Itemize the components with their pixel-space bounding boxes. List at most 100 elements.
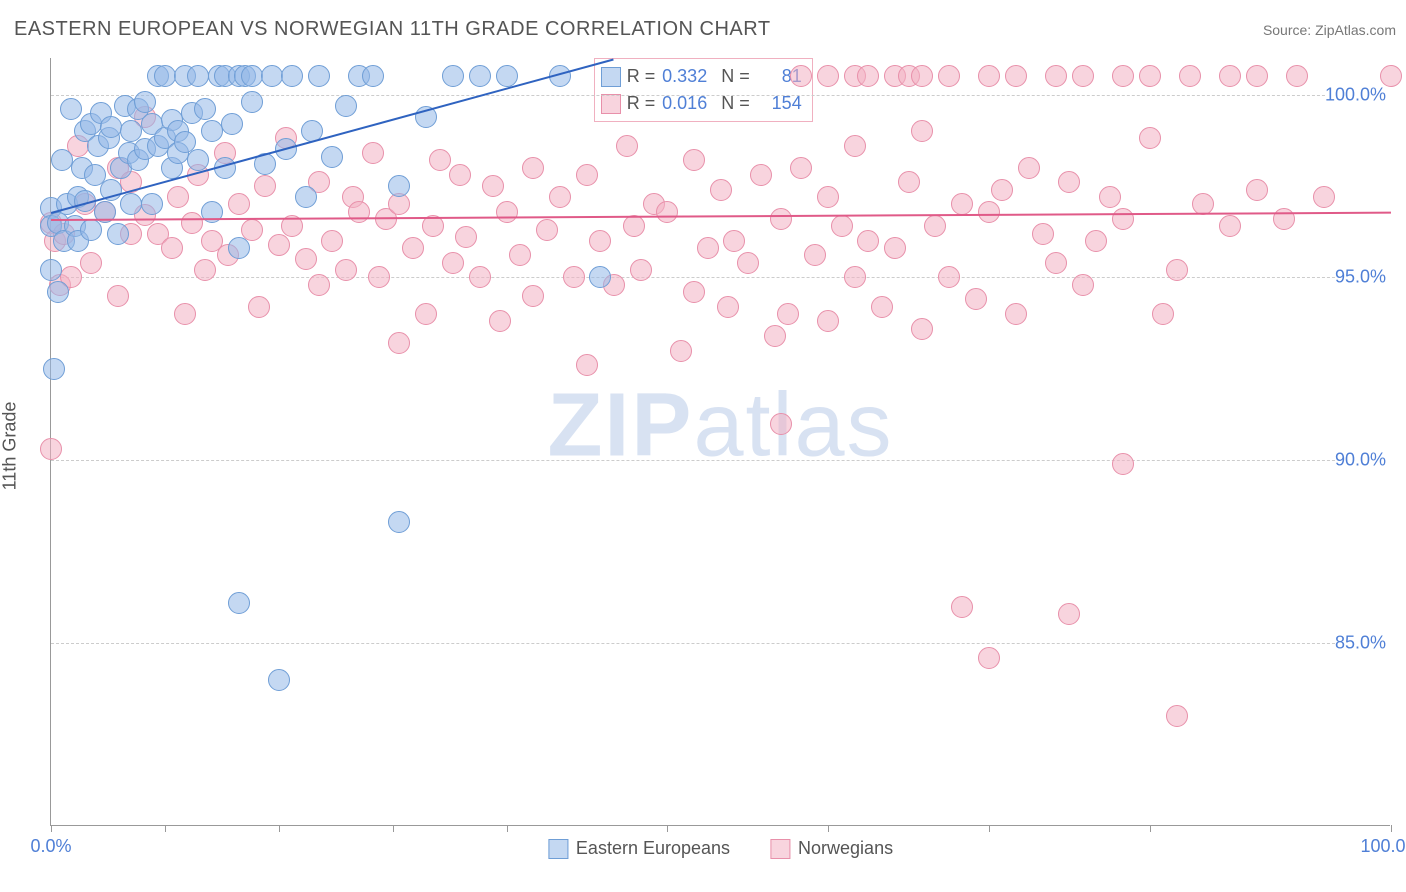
scatter-point: [697, 237, 719, 259]
scatter-point: [308, 274, 330, 296]
scatter-point: [1112, 208, 1134, 230]
y-tick-label: 100.0%: [1325, 84, 1392, 105]
scatter-point: [241, 91, 263, 113]
scatter-point: [790, 65, 812, 87]
legend: Eastern EuropeansNorwegians: [548, 838, 893, 859]
scatter-point: [670, 340, 692, 362]
scatter-point: [1139, 127, 1161, 149]
scatter-point: [563, 266, 585, 288]
scatter-point: [951, 596, 973, 618]
scatter-point: [1219, 65, 1241, 87]
scatter-plot-area: ZIPatlas R =0.332N =81R =0.016N =154 Eas…: [50, 58, 1390, 826]
scatter-point: [268, 669, 290, 691]
chart-header: EASTERN EUROPEAN VS NORWEGIAN 11TH GRADE…: [14, 18, 1396, 41]
scatter-point: [576, 354, 598, 376]
scatter-point: [623, 215, 645, 237]
scatter-point: [489, 310, 511, 332]
scatter-point: [80, 219, 102, 241]
scatter-point: [1313, 186, 1335, 208]
scatter-point: [308, 65, 330, 87]
stats-n-label: N =: [721, 63, 750, 90]
x-tick: [1150, 825, 1151, 832]
scatter-point: [1072, 274, 1094, 296]
scatter-point: [1166, 259, 1188, 281]
x-tick: [667, 825, 668, 832]
scatter-point: [335, 95, 357, 117]
scatter-point: [154, 65, 176, 87]
scatter-point: [228, 193, 250, 215]
y-tick-label: 85.0%: [1335, 633, 1392, 654]
legend-swatch: [548, 839, 568, 859]
scatter-point: [107, 285, 129, 307]
scatter-point: [978, 647, 1000, 669]
scatter-point: [1112, 453, 1134, 475]
scatter-point: [107, 223, 129, 245]
scatter-point: [911, 120, 933, 142]
scatter-point: [871, 296, 893, 318]
scatter-point: [924, 215, 946, 237]
x-tick: [828, 825, 829, 832]
scatter-point: [938, 266, 960, 288]
scatter-point: [790, 157, 812, 179]
legend-item: Eastern Europeans: [548, 838, 730, 859]
x-tick: [393, 825, 394, 832]
scatter-point: [201, 120, 223, 142]
scatter-point: [388, 175, 410, 197]
y-tick-label: 90.0%: [1335, 450, 1392, 471]
x-tick-label: 0.0%: [30, 836, 71, 857]
scatter-point: [161, 237, 183, 259]
scatter-point: [174, 303, 196, 325]
scatter-point: [1139, 65, 1161, 87]
scatter-point: [710, 179, 732, 201]
legend-swatch: [770, 839, 790, 859]
scatter-point: [844, 266, 866, 288]
scatter-point: [978, 65, 1000, 87]
gridline-h: [51, 643, 1390, 644]
scatter-point: [683, 149, 705, 171]
scatter-point: [187, 65, 209, 87]
series-swatch: [601, 94, 621, 114]
scatter-point: [536, 219, 558, 241]
scatter-point: [295, 186, 317, 208]
scatter-point: [1152, 303, 1174, 325]
scatter-point: [844, 135, 866, 157]
scatter-point: [938, 65, 960, 87]
scatter-point: [40, 259, 62, 281]
scatter-point: [576, 164, 598, 186]
scatter-point: [1045, 65, 1067, 87]
scatter-point: [884, 237, 906, 259]
scatter-point: [181, 212, 203, 234]
x-tick: [1391, 825, 1392, 832]
scatter-point: [991, 179, 1013, 201]
scatter-point: [362, 65, 384, 87]
correlation-stats-box: R =0.332N =81R =0.016N =154: [594, 58, 813, 122]
scatter-point: [951, 193, 973, 215]
scatter-point: [100, 116, 122, 138]
scatter-point: [978, 201, 1000, 223]
scatter-point: [415, 303, 437, 325]
series-swatch: [601, 67, 621, 87]
scatter-point: [857, 230, 879, 252]
x-tick: [51, 825, 52, 832]
scatter-point: [1219, 215, 1241, 237]
scatter-point: [1112, 65, 1134, 87]
scatter-point: [1380, 65, 1402, 87]
scatter-point: [141, 193, 163, 215]
scatter-point: [469, 266, 491, 288]
x-tick-label: 100.0%: [1360, 836, 1406, 857]
scatter-point: [261, 65, 283, 87]
scatter-point: [911, 318, 933, 340]
scatter-point: [496, 65, 518, 87]
scatter-point: [120, 193, 142, 215]
scatter-point: [47, 281, 69, 303]
scatter-point: [455, 226, 477, 248]
scatter-point: [1099, 186, 1121, 208]
stats-row: R =0.332N =81: [601, 63, 802, 90]
scatter-point: [194, 98, 216, 120]
scatter-point: [1085, 230, 1107, 252]
scatter-point: [80, 252, 102, 274]
scatter-point: [683, 281, 705, 303]
scatter-point: [898, 171, 920, 193]
scatter-point: [469, 65, 491, 87]
scatter-point: [429, 149, 451, 171]
